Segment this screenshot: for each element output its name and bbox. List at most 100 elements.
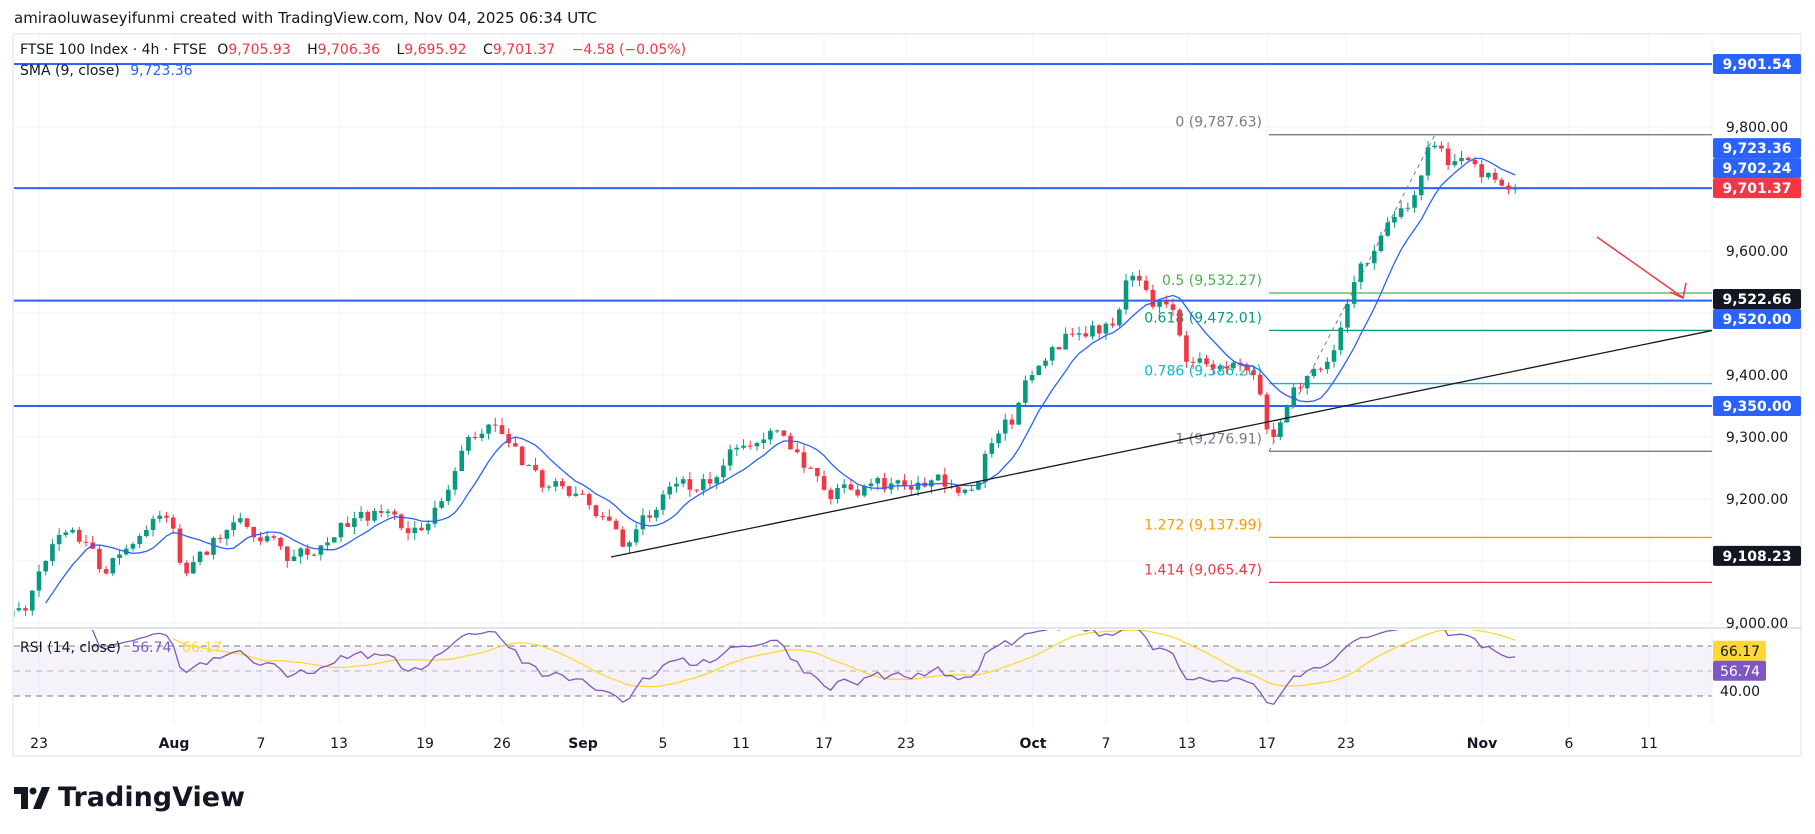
candle-body [1452,161,1458,166]
rsi-legend[interactable]: RSI (14, close) 56.74 66.17 [20,640,228,656]
candle-body [955,486,961,493]
candle-body [372,510,377,521]
candle-body [1459,157,1464,162]
candle-body [895,480,901,484]
candle-body [378,510,384,513]
candle-body [345,523,350,527]
candle-body [593,505,599,517]
candle-body [197,551,203,563]
candle-body [1103,323,1109,334]
tradingview-logo[interactable]: TradingView [14,782,245,813]
candle-body [1224,366,1229,369]
candle-body [164,515,169,518]
rsi-value: 56.74 [131,640,172,656]
candle-body [1291,387,1297,406]
time-axis-label: Oct [1020,736,1047,752]
candle-body [56,535,62,545]
candle-body [499,425,505,435]
candle-body [278,537,283,547]
gridlines [14,35,1712,725]
price-axis-label: 9,522.66 [1722,292,1791,308]
candle-body [1130,275,1136,281]
candle-body [774,430,780,432]
candle-body [519,446,525,466]
candle-body [727,449,733,466]
candle-body [1090,325,1095,337]
fib-level-label: 0.786 (9,386.20) [1144,364,1262,380]
candle-body [211,537,216,555]
candle-body [1358,263,1364,282]
candle-body [1418,175,1424,196]
time-axis-label: 23 [1337,736,1355,752]
time-axis-label: 23 [897,736,915,752]
candle-body [244,518,250,527]
sma-legend[interactable]: SMA (9, close) 9,723.36 [20,63,199,79]
tradingview-logo-icon [14,786,50,809]
time-axis-label: 6 [1565,736,1574,752]
time-axis-label: 11 [732,736,750,752]
candle-body [1499,179,1505,186]
candle-body [633,529,639,543]
candle-body [238,518,243,523]
candle-body [479,433,485,439]
candle-body [1143,280,1149,290]
candle-body [828,489,834,499]
price-axis-label: 9,600.00 [1726,244,1788,260]
rsi-label-badge [1713,660,1766,681]
candle-body [1137,275,1142,281]
candle-body [667,486,673,495]
rsi-axis-label: 56.74 [1720,664,1760,680]
candle-body [191,562,196,574]
candle-body [291,556,297,561]
price-axis-label: 9,200.00 [1726,492,1788,508]
price-label-badge [1713,138,1801,159]
time-axis-label: 19 [416,736,434,752]
candle-body [1023,380,1028,403]
candle-body [1278,422,1283,437]
candle-body [43,561,48,572]
candle-body [305,548,310,555]
trendline [610,329,1712,558]
price-label-badge [1713,396,1801,416]
candle-body [902,480,907,487]
candle-body [1009,419,1015,425]
sma-line [45,157,1516,604]
candle-body [1492,172,1498,180]
candle-body [425,523,431,531]
candle-body [1070,333,1075,335]
candle-body [1110,323,1115,326]
time-axis-label: 23 [30,736,48,752]
candle-body [1506,185,1511,190]
candle-body [70,529,75,533]
time-axis-label: 17 [1258,736,1276,752]
candle-body [3,617,8,627]
price-axis-label: 9,400.00 [1726,368,1788,384]
candle-body [1264,394,1270,430]
candle-body [1096,325,1102,334]
price-axis-label: 9,000.00 [1726,616,1788,632]
time-axis-label: 17 [815,736,833,752]
candle-body [432,507,438,524]
arrow-head-icon [1669,282,1687,300]
time-axis-label: 5 [659,736,668,752]
candle-body [204,551,210,555]
candle-body [539,470,545,488]
fib-level-label: 0 (9,787.63) [1175,115,1262,131]
candle-body [1298,387,1303,389]
candle-body [546,486,552,488]
candle-body [613,520,619,530]
price-label-badge [1713,308,1801,329]
price-axis-label: 9,300.00 [1726,430,1788,446]
price-label-badge [1713,178,1801,199]
symbol-name: FTSE 100 Index · 4h · FTSE [20,42,207,58]
fib-level-label: 0.618 (9,472.01) [1144,310,1262,326]
candle-body [1049,347,1055,361]
candle-body [607,516,612,521]
candle-body [1157,301,1162,307]
candle-body [969,489,974,491]
candle-body [868,483,874,487]
candle-body [821,476,827,490]
candle-body [1204,358,1209,365]
candle-body [352,518,357,527]
